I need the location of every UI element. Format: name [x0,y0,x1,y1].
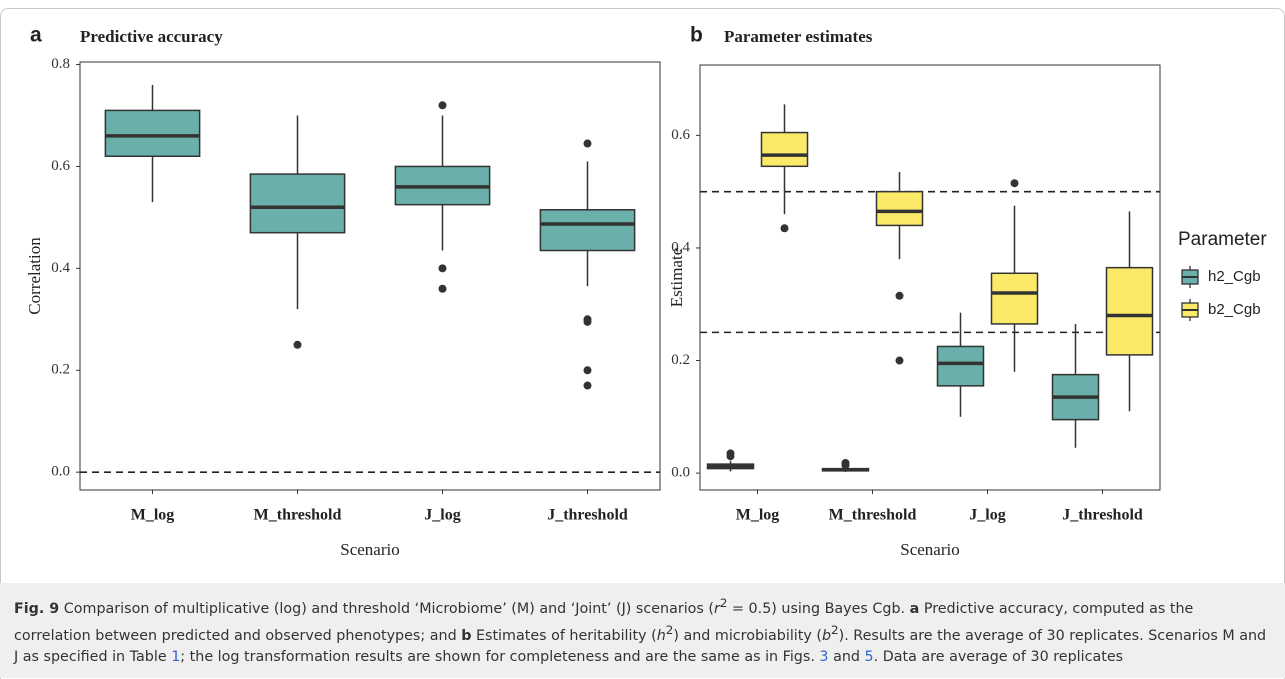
box [104,109,201,158]
caption-run: Predictive accuracy, computed as the cor… [14,600,1194,644]
outlier [895,356,904,365]
box [1105,266,1154,356]
caption-run: r [714,600,720,617]
y-tick-label: 0.0 [671,465,690,481]
figure-link[interactable]: 5 [864,648,874,665]
caption-run: h [656,627,666,644]
box [539,209,636,252]
y-tick-label: 0.8 [51,56,70,72]
outlier [438,284,447,293]
y-tick-label: 0.2 [51,362,70,378]
box [875,190,924,227]
outlier [293,340,302,349]
outlier [438,101,447,110]
caption-run: 2 [831,622,839,637]
caption-text: Fig. 9 Comparison of multiplicative (log… [0,583,1285,668]
plot-border [699,64,1161,491]
caption-run: and [828,648,865,665]
outlier [780,224,789,233]
box [990,272,1039,325]
outlier [841,461,850,470]
box [760,131,809,168]
x-axis-label: Scenario [340,540,399,559]
caption-run: 2 [665,622,674,637]
x-tick-label: M_threshold [254,507,342,524]
y-tick-label: 0.0 [51,464,70,480]
caption-run: 2 [719,596,728,610]
y-tick-label: 0.4 [51,260,70,276]
caption-run: b [461,627,472,644]
x-tick-label: J_log [969,507,1005,524]
outlier [726,452,735,461]
caption-run: ). Results are the average of 30 replica… [14,627,1267,665]
figure-link[interactable]: 3 [819,648,829,665]
chart-title: Predictive accuracy [80,27,223,46]
chart-title: Parameter estimates [724,27,873,46]
plot-border [79,61,661,491]
figure: a Predictive accuracy 0.0 0.2 0.4 0.6 0.8 M_log… [25,24,1267,559]
table-link[interactable]: 1 [171,648,181,665]
outlier [895,291,904,300]
y-tick-label: 0.2 [671,352,690,368]
outlier [583,381,592,390]
box [249,173,346,234]
y-tick-label: 0.4 [671,239,690,255]
x-tick-label: M_log [736,507,780,524]
y-axis-label: Correlation [25,237,44,315]
outlier [583,139,592,148]
panel-label: a [30,24,42,47]
caption-run: b [821,627,832,644]
panel-label: b [690,24,703,47]
caption-run: Comparison of multiplicative (log) and t… [59,600,715,617]
x-tick-label: J_threshold [547,507,628,524]
y-axis-label: Estimate [667,248,686,307]
y-tick-label: 0.6 [671,127,690,143]
outlier [583,317,592,326]
legend-label: h2_Cgb [1208,268,1261,285]
caption-run: . Data are average of 30 replicates [873,648,1124,665]
caption-run: = 0.5) using Bayes Cgb. [727,600,910,617]
outlier [438,264,447,273]
outlier [583,366,592,375]
box [936,345,985,387]
caption: Fig. 9 Comparison of multiplicative (log… [0,583,1285,678]
y-tick-label: 0.6 [51,158,70,174]
caption-run: Estimates of heritability ( [471,627,657,644]
caption-run: a [909,600,920,617]
x-tick-label: J_threshold [1062,507,1143,524]
caption-label: Fig. 9 [14,600,60,617]
legend-label: b2_Cgb [1208,301,1261,318]
x-axis-label: Scenario [900,540,959,559]
x-tick-label: M_log [131,507,175,524]
legend-title: Parameter [1178,229,1267,250]
x-tick-label: J_log [424,507,460,524]
outlier [1010,179,1019,188]
caption-run: ; the log transformation results are sho… [180,648,820,665]
caption-run: ) and microbiability ( [673,627,822,644]
x-tick-label: M_threshold [829,507,917,524]
